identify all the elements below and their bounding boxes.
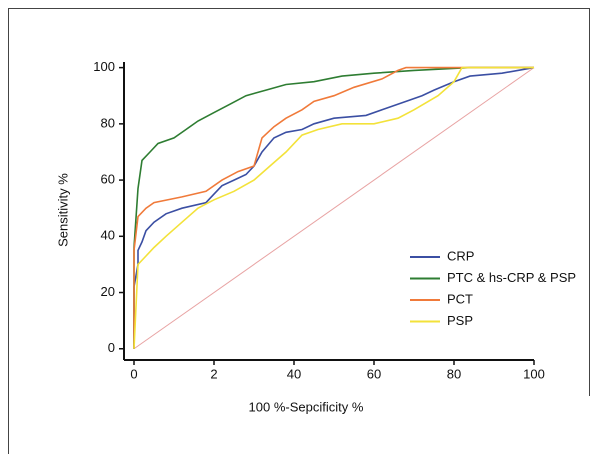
x-tick-label: 80 [447, 366, 461, 381]
roc-curve [133, 66, 534, 349]
x-tick-label: 2 [210, 366, 217, 381]
legend-label: PTC & hs-CRP & PSP [447, 270, 576, 285]
x-tick-label: 0 [130, 366, 137, 381]
y-tick-label: 20 [101, 284, 115, 299]
y-tick-label: 80 [101, 115, 115, 130]
legend-label: PSP [447, 313, 473, 328]
roc-curve [133, 66, 535, 349]
x-axis-label: 100 %-Sepcificity % [249, 399, 364, 414]
y-axis-label: Sensitivity % [55, 173, 70, 247]
reference-line [133, 67, 535, 350]
roc-curve [133, 66, 534, 349]
roc-curve [133, 66, 534, 349]
y-tick-label: 100 [93, 59, 115, 74]
x-tick-label: 100 [523, 366, 545, 381]
y-tick-label: 60 [101, 172, 115, 187]
legend-label: PCT [447, 291, 473, 306]
legend-label: CRP [447, 248, 474, 263]
y-tick-label: 0 [108, 340, 115, 355]
y-tick-label: 40 [101, 228, 115, 243]
panel-border [8, 8, 590, 454]
x-tick-label: 60 [367, 366, 381, 381]
x-tick-label: 40 [287, 366, 301, 381]
